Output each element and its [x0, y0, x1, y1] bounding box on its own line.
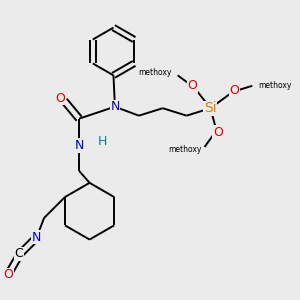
- Text: O: O: [230, 84, 239, 97]
- Text: H: H: [98, 134, 107, 148]
- Text: O: O: [188, 79, 197, 92]
- Text: methoxy: methoxy: [258, 81, 292, 90]
- Text: C: C: [14, 247, 23, 260]
- Text: O: O: [213, 126, 223, 139]
- Text: N: N: [110, 100, 120, 113]
- Text: O: O: [56, 92, 65, 105]
- Text: N: N: [32, 231, 41, 244]
- Text: methoxy: methoxy: [168, 146, 202, 154]
- Text: O: O: [3, 268, 13, 281]
- Text: methoxy: methoxy: [138, 68, 172, 77]
- Text: N: N: [74, 139, 84, 152]
- Text: Si: Si: [204, 101, 217, 115]
